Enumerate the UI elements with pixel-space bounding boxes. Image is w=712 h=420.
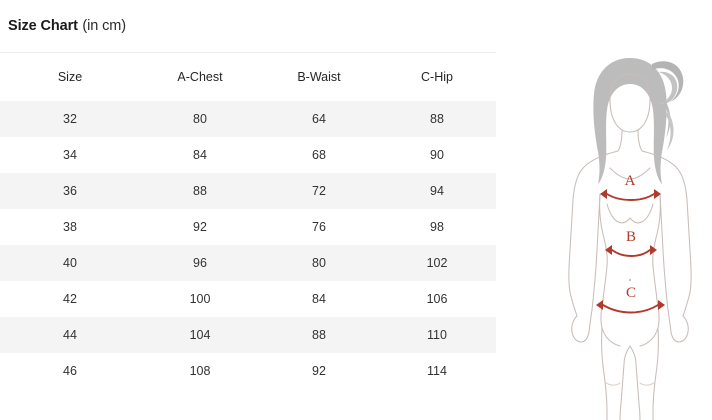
page-title: Size Chart (in cm) bbox=[8, 17, 126, 35]
cell-chest: 100 bbox=[140, 280, 260, 317]
table-row: 40 96 80 102 bbox=[0, 244, 496, 281]
cell-chest: 96 bbox=[140, 244, 260, 281]
table-row: 36 88 72 94 bbox=[0, 172, 496, 209]
table-body: 32 80 64 88 34 84 68 90 36 88 72 94 bbox=[0, 100, 496, 389]
marker-a-label: A bbox=[625, 173, 636, 189]
page-title-main: Size Chart bbox=[8, 18, 78, 34]
table-row: 34 84 68 90 bbox=[0, 136, 496, 173]
table-header: Size A-Chest B-Waist C-Hip bbox=[0, 52, 496, 101]
hair-shape bbox=[593, 58, 684, 184]
cell-hip: 90 bbox=[378, 136, 496, 173]
marker-a-chest: A bbox=[600, 173, 661, 201]
table-row: 38 92 76 98 bbox=[0, 208, 496, 245]
cell-chest: 80 bbox=[140, 100, 260, 137]
table-header-row: Size A-Chest B-Waist C-Hip bbox=[0, 52, 496, 101]
cell-hip: 114 bbox=[378, 352, 496, 389]
column-header-hip: C-Hip bbox=[378, 52, 496, 101]
cell-hip: 88 bbox=[378, 100, 496, 137]
page-title-unit: (in cm) bbox=[82, 18, 126, 34]
table-row: 32 80 64 88 bbox=[0, 100, 496, 137]
column-header-size: Size bbox=[0, 52, 140, 101]
table-row: 44 104 88 110 bbox=[0, 316, 496, 353]
marker-c-hip: C bbox=[596, 285, 665, 314]
body-measurement-figure: A B C bbox=[548, 52, 712, 420]
cell-chest: 84 bbox=[140, 136, 260, 173]
marker-b-label: B bbox=[626, 229, 636, 245]
cell-chest: 92 bbox=[140, 208, 260, 245]
cell-hip: 106 bbox=[378, 280, 496, 317]
cell-hip: 94 bbox=[378, 172, 496, 209]
cell-waist: 84 bbox=[260, 280, 378, 317]
cell-size: 38 bbox=[0, 208, 140, 245]
marker-c-label: C bbox=[626, 285, 636, 301]
column-header-waist: B-Waist bbox=[260, 52, 378, 101]
cell-waist: 76 bbox=[260, 208, 378, 245]
size-table-container: Size A-Chest B-Waist C-Hip 32 80 64 88 3… bbox=[0, 52, 496, 389]
cell-chest: 88 bbox=[140, 172, 260, 209]
cell-size: 42 bbox=[0, 280, 140, 317]
cell-hip: 102 bbox=[378, 244, 496, 281]
cell-hip: 98 bbox=[378, 208, 496, 245]
measurement-markers: A B C bbox=[596, 173, 665, 314]
cell-size: 32 bbox=[0, 100, 140, 137]
size-table: Size A-Chest B-Waist C-Hip 32 80 64 88 3… bbox=[0, 52, 496, 389]
column-header-chest: A-Chest bbox=[140, 52, 260, 101]
cell-size: 46 bbox=[0, 352, 140, 389]
cell-size: 40 bbox=[0, 244, 140, 281]
table-row: 46 108 92 114 bbox=[0, 352, 496, 389]
cell-waist: 64 bbox=[260, 100, 378, 137]
cell-waist: 72 bbox=[260, 172, 378, 209]
cell-chest: 104 bbox=[140, 316, 260, 353]
marker-b-waist: B bbox=[605, 229, 657, 257]
cell-hip: 110 bbox=[378, 316, 496, 353]
cell-waist: 68 bbox=[260, 136, 378, 173]
cell-waist: 88 bbox=[260, 316, 378, 353]
cell-size: 34 bbox=[0, 136, 140, 173]
cell-size: 36 bbox=[0, 172, 140, 209]
table-row: 42 100 84 106 bbox=[0, 280, 496, 317]
cell-waist: 92 bbox=[260, 352, 378, 389]
cell-chest: 108 bbox=[140, 352, 260, 389]
cell-waist: 80 bbox=[260, 244, 378, 281]
cell-size: 44 bbox=[0, 316, 140, 353]
